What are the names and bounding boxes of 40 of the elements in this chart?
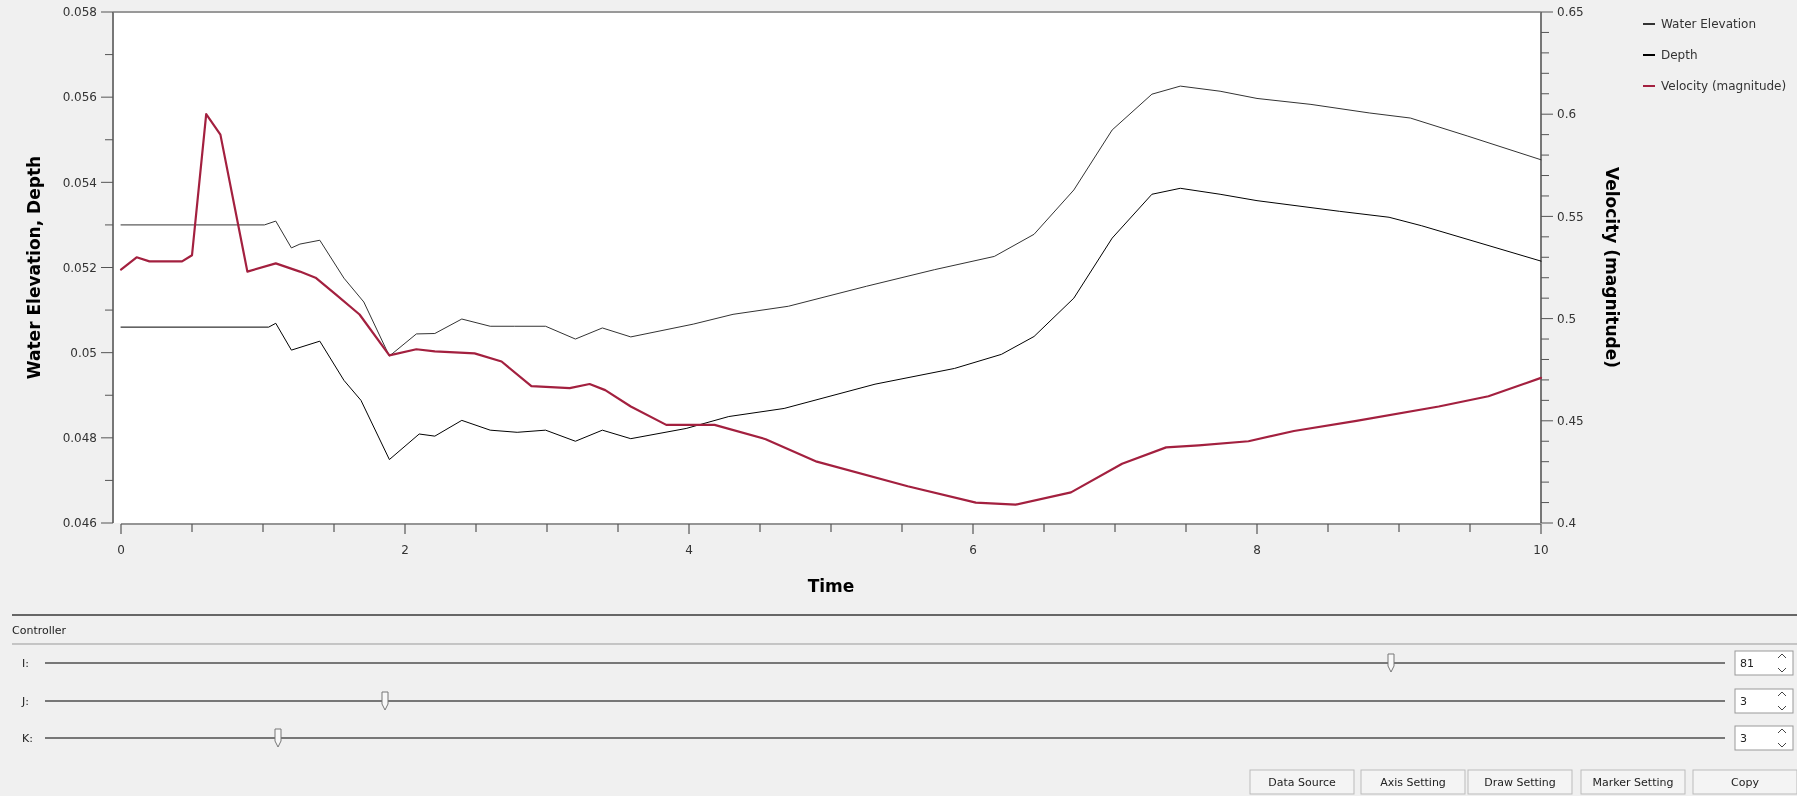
line-series bbox=[120, 187, 1542, 461]
x-tick-label: 0 bbox=[117, 543, 125, 557]
x-tick-label: 4 bbox=[685, 543, 693, 557]
y2-tick-label: 0.65 bbox=[1557, 5, 1584, 20]
text: Copy bbox=[1731, 776, 1760, 789]
y2-tick-label: 0.55 bbox=[1557, 209, 1584, 224]
y-tick-label: 0.05 bbox=[70, 345, 97, 360]
text: 81 bbox=[1740, 657, 1754, 670]
y2-tick-label: 0.6 bbox=[1557, 107, 1577, 122]
y-tick-label: 0.048 bbox=[62, 431, 97, 446]
legend-label: Depth bbox=[1661, 48, 1698, 63]
text: 3 bbox=[1740, 732, 1747, 745]
y2-tick-label: 0.45 bbox=[1557, 414, 1584, 428]
y2-tick-label: 0.4 bbox=[1557, 516, 1577, 531]
text: 3 bbox=[1740, 695, 1747, 708]
y-tick-label: 0.052 bbox=[62, 260, 97, 275]
y-axis-title: Water Elevation, Depth bbox=[24, 155, 44, 380]
text: K: bbox=[22, 732, 33, 745]
y2-axis-title: Velocity (magnitude) bbox=[1602, 166, 1622, 369]
text: Draw Setting bbox=[1484, 776, 1556, 789]
y-tick-label: 0.058 bbox=[62, 5, 97, 20]
line-series bbox=[119, 113, 1543, 506]
y-tick-label: 0.054 bbox=[62, 175, 97, 190]
text: Controller bbox=[12, 624, 67, 637]
legend-label: Velocity (magnitude) bbox=[1661, 79, 1787, 94]
text: Data Source bbox=[1268, 776, 1336, 789]
line-series bbox=[120, 85, 1542, 357]
x-tick-label: 8 bbox=[1253, 543, 1261, 557]
text: Marker Setting bbox=[1592, 776, 1674, 789]
text: I: bbox=[22, 657, 29, 670]
x-tick-label: 6 bbox=[969, 543, 977, 557]
y-tick-label: 0.046 bbox=[62, 516, 97, 531]
x-axis-title: Time bbox=[807, 576, 855, 596]
x-tick-label: 2 bbox=[401, 543, 409, 557]
x-tick-label: 10 bbox=[1533, 543, 1549, 557]
y-tick-label: 0.056 bbox=[62, 90, 97, 105]
text: J: bbox=[21, 695, 29, 708]
text: Axis Setting bbox=[1380, 776, 1446, 789]
y2-tick-label: 0.5 bbox=[1557, 311, 1577, 326]
legend-label: Water Elevation bbox=[1661, 17, 1757, 32]
